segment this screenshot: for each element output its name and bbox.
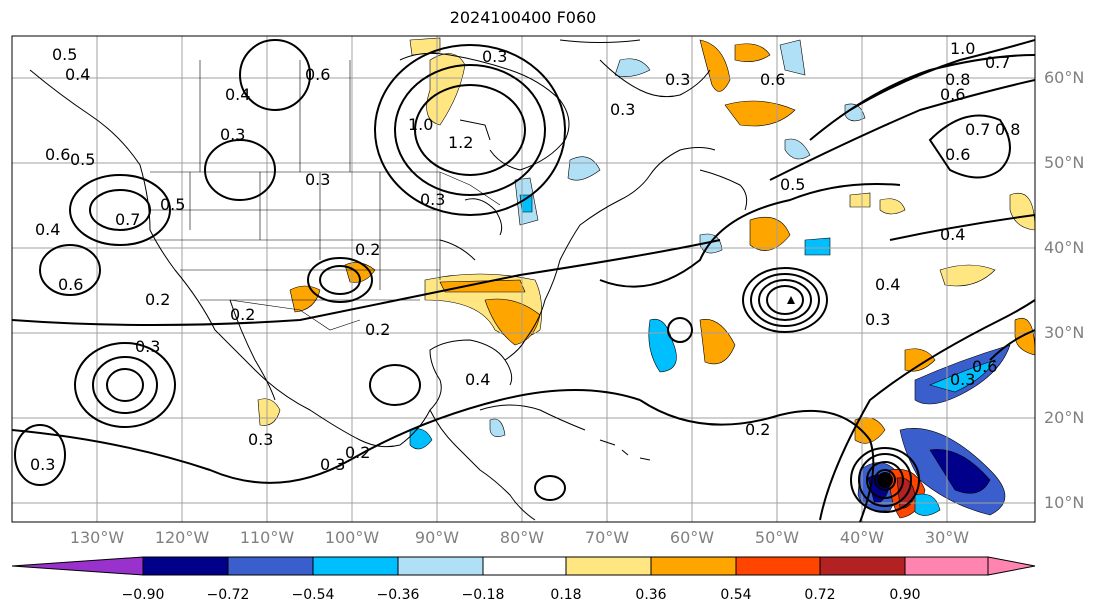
lon-label: 120°W	[154, 528, 210, 547]
contour-label: 0.2	[355, 240, 380, 259]
contour-label: 0.3	[610, 100, 635, 119]
colorbar-tick-label: −0.54	[291, 587, 335, 603]
lat-label: 50°N	[1044, 153, 1085, 172]
lon-label: 80°W	[499, 528, 545, 547]
contour-label: 0.7	[115, 210, 140, 229]
lat-label: 40°N	[1044, 238, 1085, 257]
colorbar-underflow	[11, 556, 144, 576]
contour-label: 0.3	[665, 70, 690, 89]
lat-label: 20°N	[1044, 408, 1085, 427]
contour-label: 0.3	[865, 310, 890, 329]
colorbar-tick-label: 0.36	[635, 587, 667, 603]
contour-label: 0.4	[35, 220, 60, 239]
contour-label: 0.2	[745, 420, 770, 439]
contour-label: 0.6	[305, 65, 330, 84]
lon-label: 30°W	[924, 528, 970, 547]
colorbar	[11, 556, 1036, 576]
contour-label: 0.5	[52, 45, 77, 64]
contour-label: 0.3	[950, 370, 975, 389]
contour-label: 0.4	[875, 275, 900, 294]
contour-lines	[12, 39, 1035, 522]
contour-label: 0.6	[45, 145, 70, 164]
lon-label: 100°W	[324, 528, 380, 547]
lon-label: 60°W	[669, 528, 715, 547]
contour-label: 0.3	[320, 455, 345, 474]
coastlines	[29, 39, 748, 521]
contour-label: 0.4	[65, 65, 90, 84]
colorbar-segment	[142, 556, 229, 576]
contour-label: 0.3	[30, 455, 55, 474]
colorbar-tick-label: 0.90	[889, 587, 921, 603]
lon-label: 40°W	[839, 528, 885, 547]
contour-label: 0.3	[420, 190, 445, 209]
contour-label: 0.2	[365, 320, 390, 339]
map-frame	[11, 35, 1036, 523]
lon-label: 110°W	[239, 528, 295, 547]
colorbar-tick-label: −0.18	[461, 587, 505, 603]
contour-label: 1.0	[408, 115, 433, 134]
lat-label: 10°N	[1044, 493, 1085, 512]
contour-label: 0.2	[145, 290, 170, 309]
contour-label: 0.5	[160, 195, 185, 214]
colorbar-segment	[227, 556, 314, 576]
contour-label: 0.3	[135, 337, 160, 356]
colorbar-segment	[904, 556, 989, 576]
colorbar-segment	[482, 556, 567, 576]
contour-label: 0.3	[248, 430, 273, 449]
colorbar-tick-label: 0.72	[804, 587, 836, 603]
contour-label: 1.2	[448, 133, 473, 152]
storm-center-marker	[877, 472, 893, 488]
contour-label: 0.6	[940, 85, 965, 104]
contour-label: 0.6	[58, 275, 83, 294]
colorbar-overflow	[987, 556, 1036, 576]
lon-label: 70°W	[584, 528, 630, 547]
map-title: 2024100400 F060	[449, 8, 597, 27]
colorbar-tick-label: −0.36	[376, 587, 420, 603]
colorbar-tick-label: 0.18	[550, 587, 582, 603]
lat-label: 30°N	[1044, 323, 1085, 342]
contour-label: 0.8	[995, 120, 1020, 139]
colorbar-segment	[397, 556, 484, 576]
colorbar-tick-label: −0.90	[121, 587, 165, 603]
contour-label: 0.7	[985, 53, 1010, 72]
contour-labels: 0.5 0.4 0.6 0.5 0.4 0.3 0.3 0.6 0.7 0.5 …	[30, 39, 1020, 474]
colorbar-segment	[819, 556, 906, 576]
contour-label: 0.5	[780, 175, 805, 194]
contour-label: 1.0	[950, 39, 975, 58]
lon-label: 90°W	[414, 528, 460, 547]
contour-label: 0.4	[940, 225, 965, 244]
colorbar-segment	[312, 556, 399, 576]
contour-label: 0.6	[945, 145, 970, 164]
colorbar-segment	[565, 556, 652, 576]
colorbar-segment	[650, 556, 737, 576]
contour-label: 0.3	[305, 170, 330, 189]
contour-label: 0.3	[482, 47, 507, 66]
contour-label: 0.7	[965, 120, 990, 139]
contour-label: 0.4	[465, 370, 490, 389]
low-center-marker	[787, 296, 795, 304]
graticule	[12, 36, 1035, 522]
contour-label: 0.2	[230, 305, 255, 324]
lon-label: 50°W	[754, 528, 800, 547]
contour-label: 0.2	[345, 443, 370, 462]
contour-label: 0.8	[945, 70, 970, 89]
lat-label: 60°N	[1044, 68, 1085, 87]
political-borders	[150, 60, 501, 331]
contour-label: 0.3	[220, 125, 245, 144]
contour-label: 0.4	[225, 85, 250, 104]
lon-label: 130°W	[69, 528, 125, 547]
colorbar-tick-label: 0.54	[720, 587, 752, 603]
contour-label: 0.6	[972, 357, 997, 376]
contour-label: 0.5	[70, 150, 95, 169]
colorbar-segment	[735, 556, 821, 576]
colorbar-tick-label: −0.72	[206, 587, 250, 603]
contour-label: 0.6	[760, 70, 785, 89]
